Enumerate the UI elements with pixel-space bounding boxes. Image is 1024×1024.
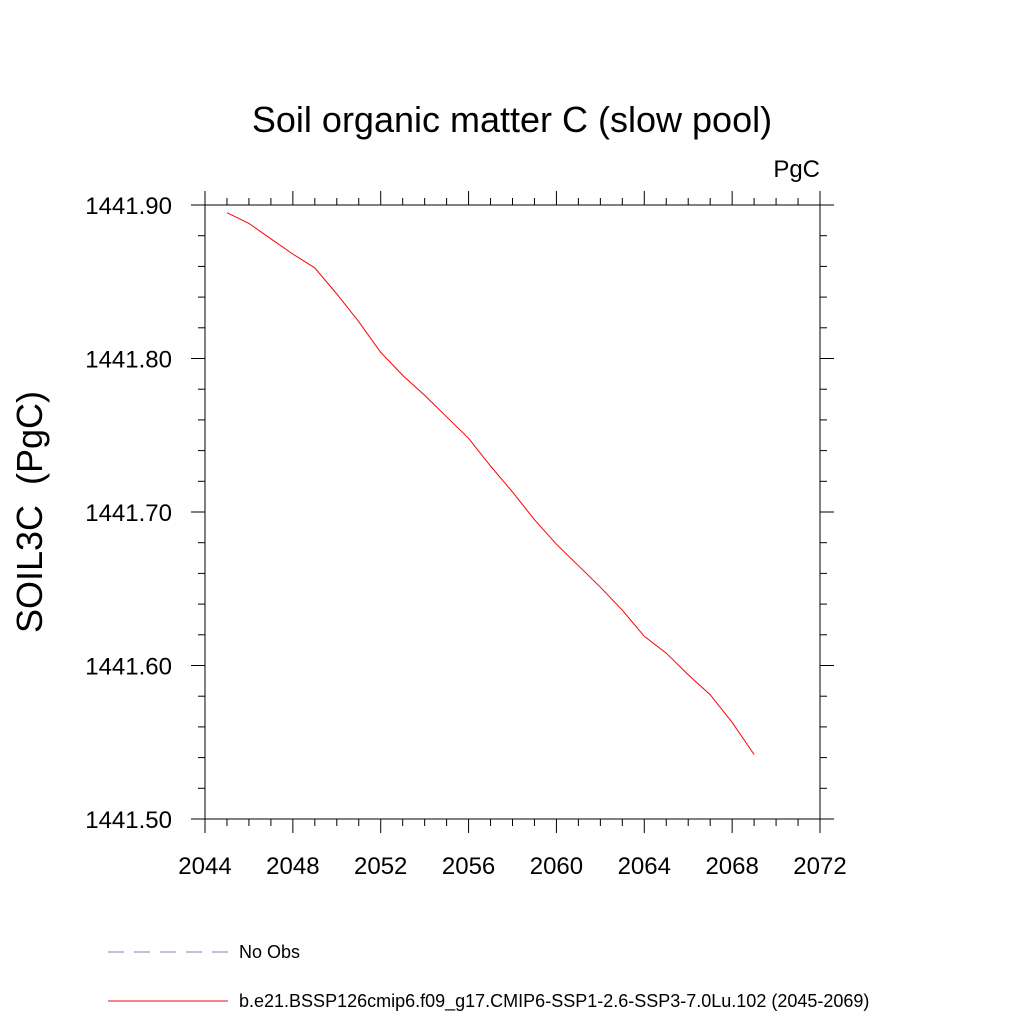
x-tick-label: 2068 [705,853,758,880]
y-tick-label: 1441.90 [85,193,172,220]
units-label: PgC [773,156,820,183]
x-tick-label: 2048 [266,853,319,880]
series-layer [226,212,755,755]
x-tick-label: 2056 [442,853,495,880]
legend-lines [108,951,228,1002]
y-tick-labels: 1441.50 1441.60 1441.70 1441.80 1441.90 [85,193,172,834]
x-tick-label: 2072 [793,853,846,880]
legend-label-series: b.e21.BSSP126cmip6.f09_g17.CMIP6-SSP1-2.… [239,991,870,1011]
y-tick-label: 1441.50 [85,807,172,834]
y-tick-label: 1441.60 [85,654,172,681]
x-tick-label: 2060 [530,853,583,880]
axis-ticks [191,191,834,833]
x-tick-label: 2064 [618,853,671,880]
x-tick-label: 2052 [354,853,407,880]
legend-label-no-obs: No Obs [239,942,301,962]
plot-frame [204,204,821,820]
y-tick-label: 1441.80 [85,347,172,374]
series-line [226,212,755,755]
chart-title: Soil organic matter C (slow pool) [251,99,773,140]
y-tick-label: 1441.70 [85,500,172,527]
x-tick-labels: 2044 2048 2052 2056 2060 2064 2068 2072 [178,853,846,880]
x-tick-label: 2044 [178,853,231,880]
